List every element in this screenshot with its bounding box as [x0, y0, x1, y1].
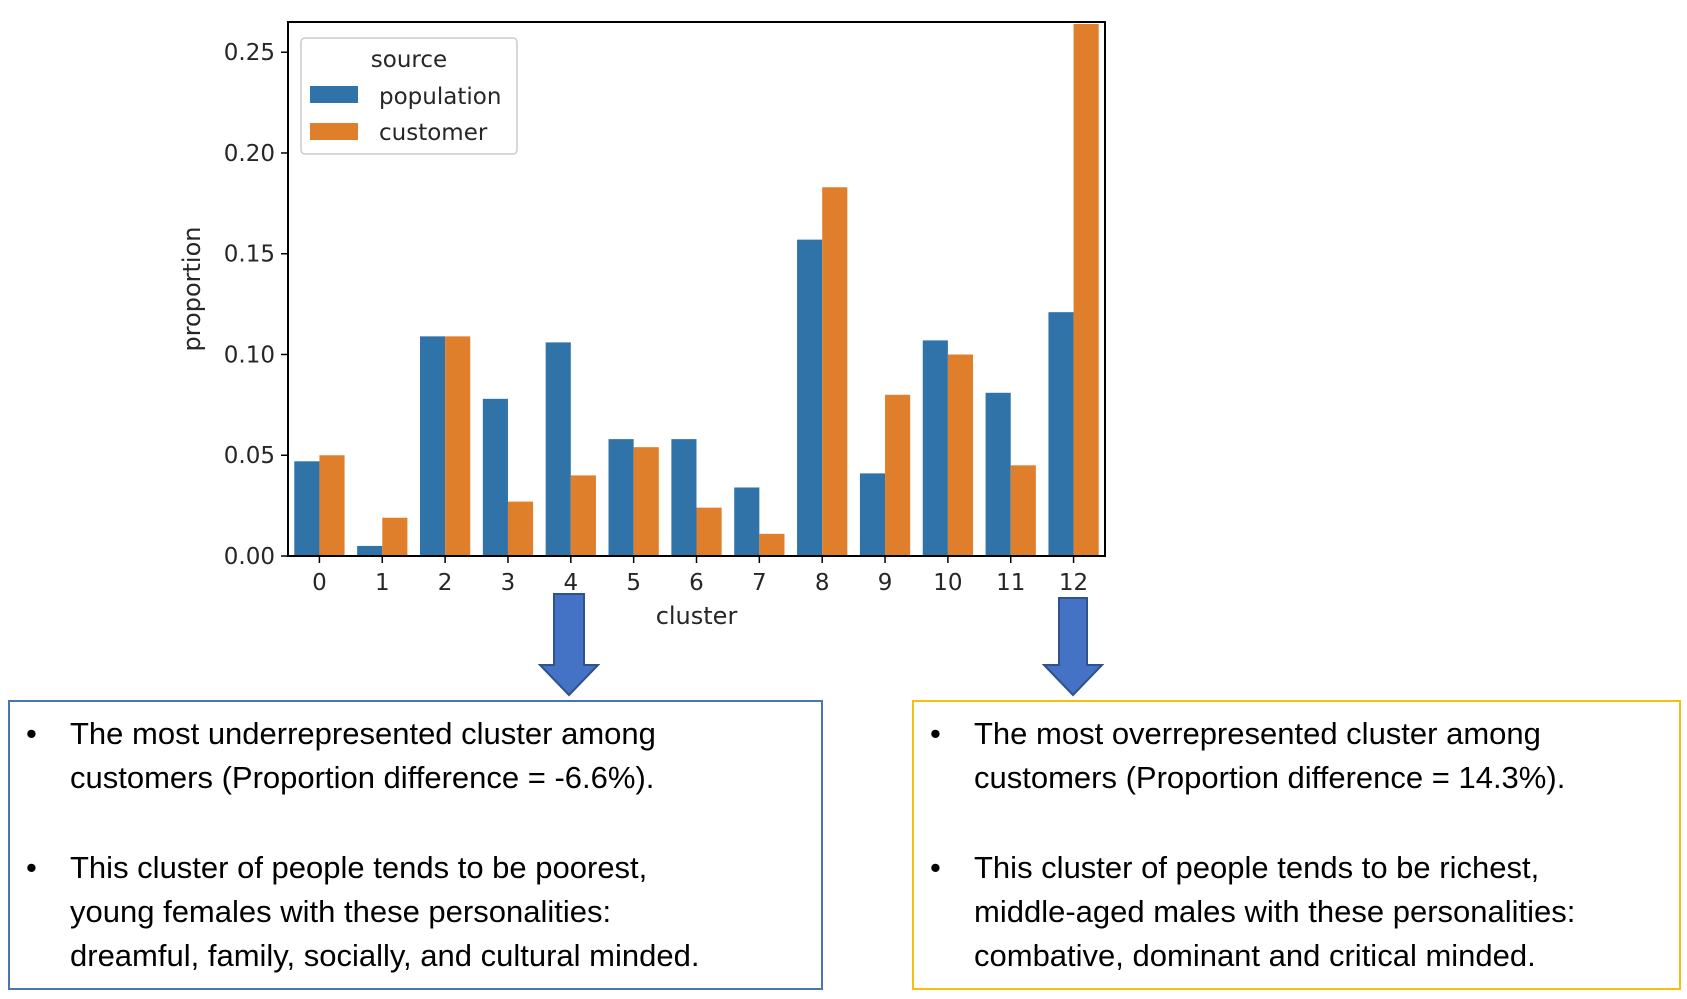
bar-customer-cluster-11 [1010, 465, 1036, 556]
y-tick-label: 0.25 [224, 40, 275, 66]
down-arrow-left [538, 593, 600, 697]
x-tick-label: 2 [438, 570, 453, 596]
x-axis: 0 1 2 3 4 5 6 7 8 9 10 11 12 [312, 556, 1088, 596]
x-tick-label: 5 [626, 570, 641, 596]
bar-population-cluster-1 [357, 545, 383, 556]
note-line: This cluster of people tends to be riche… [974, 850, 1540, 885]
legend-label-population: population [379, 84, 501, 110]
x-tick-label: 4 [563, 570, 578, 596]
note-text: This cluster of people tends to be riche… [974, 846, 1669, 978]
legend-swatch-customer [310, 123, 358, 140]
x-tick-label: 6 [689, 570, 704, 596]
note-line: The most underrepresented cluster among [70, 716, 656, 751]
legend-swatch-population [310, 86, 358, 103]
x-tick-label: 12 [1059, 570, 1088, 596]
bar-population-cluster-10 [922, 340, 948, 556]
bar-customer-cluster-9 [885, 394, 911, 556]
bar-population-cluster-11 [985, 392, 1011, 556]
bar-customer-cluster-4 [570, 475, 596, 556]
bullet-dot: • [930, 850, 941, 885]
plot-frame [287, 21, 1106, 557]
bar-population-cluster-7 [734, 487, 760, 556]
note-line: young females with these personalities: [70, 894, 612, 929]
y-tick-label: 0.00 [224, 544, 275, 570]
bar-population-cluster-3 [482, 398, 508, 556]
note-line: customers (Proportion difference = -6.6%… [70, 760, 655, 795]
arrow-shape [538, 593, 600, 697]
y-axis: 0.00 0.05 0.10 0.15 0.20 0.25 [224, 40, 288, 570]
x-tick-label: 8 [815, 570, 830, 596]
bar-customer-cluster-8 [822, 187, 848, 556]
note-line: The most overrepresented cluster among [974, 716, 1541, 751]
note-line: middle-aged males with these personaliti… [974, 894, 1576, 929]
bar-chart: 0.000.050.100.150.200.25 0 1 2 3 4 5 6 7 8 9 10 11 1… [178, 21, 1106, 630]
overrepresented-note-box: • The most overrepresented cluster among… [912, 700, 1681, 990]
bar-population-cluster-0 [294, 461, 320, 556]
bar-customer-cluster-3 [507, 501, 534, 556]
y-tick-label: 0.15 [224, 242, 275, 268]
arrow-shape [1042, 597, 1104, 697]
down-arrow-right [1042, 597, 1104, 697]
underrepresented-note-box: • The most underrepresented cluster amon… [8, 700, 823, 990]
x-tick-label: 1 [375, 570, 390, 596]
bar-population-cluster-5 [608, 439, 634, 556]
y-tick-label: 0.05 [224, 443, 275, 469]
note-text: The most overrepresented cluster among c… [974, 712, 1669, 800]
bar-population-cluster-4 [545, 342, 571, 556]
bar-customer-cluster-2 [445, 336, 471, 556]
x-tick-label: 0 [312, 570, 327, 596]
bar-population-cluster-8 [797, 239, 823, 556]
x-tick-label: 3 [501, 570, 516, 596]
bar-customer-cluster-5 [633, 447, 659, 556]
note-line: dreamful, family, socially, and cultural… [70, 938, 700, 973]
x-tick-label: 7 [752, 570, 767, 596]
bullet-dot: • [930, 716, 941, 751]
x-tick-label: 9 [878, 570, 893, 596]
bar-population-cluster-12 [1048, 312, 1074, 556]
bar-population-cluster-6 [671, 439, 697, 556]
bullet-dot: • [26, 850, 37, 885]
note-text: This cluster of people tends to be poore… [70, 846, 811, 978]
bullet-dot: • [26, 716, 37, 751]
bar-customer-cluster-1 [382, 517, 408, 556]
x-tick-label: 10 [933, 570, 962, 596]
note-line: combative, dominant and critical minded. [974, 938, 1536, 973]
y-tick-label: 0.10 [224, 342, 275, 368]
note-line: This cluster of people tends to be poore… [70, 850, 648, 885]
note-text: The most underrepresented cluster among … [70, 712, 811, 800]
y-axis-label: proportion [178, 226, 206, 351]
bar-customer-cluster-12 [1073, 24, 1099, 557]
bar-customer-cluster-0 [319, 455, 345, 556]
bar-customer-cluster-6 [696, 507, 722, 556]
note-line: customers (Proportion difference = 14.3%… [974, 760, 1566, 795]
legend: source population customer [300, 37, 518, 155]
bar-population-cluster-2 [419, 336, 446, 556]
y-tick-label: 0.20 [224, 141, 275, 167]
bars-group [294, 24, 1099, 557]
bar-customer-cluster-10 [947, 354, 974, 556]
legend-title: source [371, 47, 447, 73]
x-tick-label: 11 [996, 570, 1025, 596]
legend-label-customer: customer [379, 120, 488, 146]
x-axis-label: cluster [656, 602, 738, 630]
bar-population-cluster-9 [859, 473, 886, 556]
bar-customer-cluster-7 [759, 533, 785, 556]
